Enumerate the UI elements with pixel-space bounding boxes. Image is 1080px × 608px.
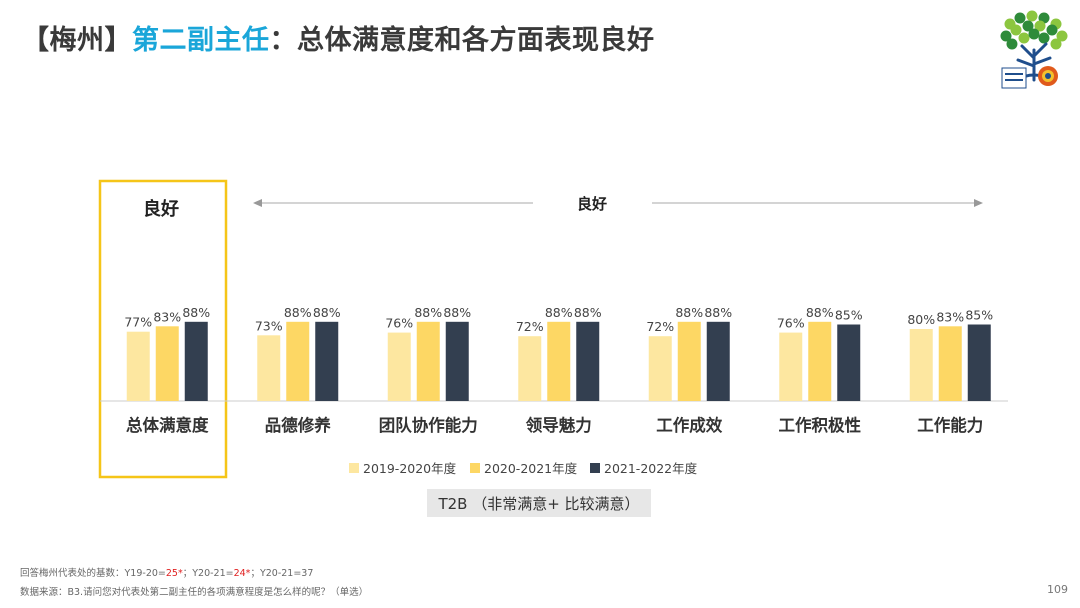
bar-2-3	[416, 321, 440, 401]
legend-label: 2021-2022年度	[604, 461, 698, 476]
bar-2-1	[155, 326, 179, 401]
bar-2-2	[286, 321, 310, 401]
bar-1-1	[126, 331, 150, 401]
page-number: 109	[1047, 583, 1068, 596]
base-y2021: 24*	[233, 568, 251, 579]
data-label: 88%	[414, 305, 442, 320]
data-label: 76%	[777, 316, 805, 331]
data-label: 76%	[385, 316, 413, 331]
legend-label: 2019-2020年度	[363, 461, 457, 476]
bar-3-3	[445, 321, 469, 401]
category-label: 品德修养	[265, 415, 332, 435]
category-label: 团队协作能力	[379, 415, 478, 435]
category-label: 工作成效	[656, 415, 723, 435]
bar-3-4	[576, 321, 600, 401]
bar-1-3	[387, 332, 411, 401]
title-subject: 第二副主任	[132, 25, 270, 56]
legend-swatch	[470, 463, 480, 473]
data-label: 83%	[936, 309, 964, 324]
data-label: 88%	[284, 305, 312, 320]
title-region: 【梅州】	[22, 25, 132, 56]
bar-1-6	[779, 332, 803, 401]
page-title: 【梅州】第二副主任：总体满意度和各方面表现良好	[22, 18, 655, 57]
bar-3-7	[967, 324, 991, 401]
data-label: 88%	[313, 305, 341, 320]
data-label: 88%	[443, 305, 471, 320]
data-label: 77%	[124, 315, 152, 330]
source-footnote: 数据来源：B3.请问您对代表处第二副主任的各项满意程度是怎么样的呢？（单选）	[20, 587, 369, 598]
category-label: 工作积极性	[779, 415, 862, 435]
base-footnote: 回答梅州代表处的基数：Y19-20=25*；Y20-21=24*；Y20-21=…	[20, 565, 313, 579]
bar-2-7	[938, 326, 962, 401]
highlight-box	[98, 179, 228, 479]
legend-swatch	[349, 463, 359, 473]
t2b-label: T2B （非常满意+ 比较满意）	[427, 489, 651, 517]
category-label: 领导魅力	[526, 415, 592, 435]
highlight-label: 良好	[143, 198, 179, 220]
data-label: 88%	[806, 305, 834, 320]
arrow-left-head	[253, 199, 262, 207]
bar-3-1	[184, 321, 208, 401]
data-label: 72%	[516, 319, 544, 334]
data-label: 73%	[255, 318, 283, 333]
data-label: 88%	[704, 305, 732, 320]
data-label: 88%	[545, 305, 573, 320]
bar-2-5	[677, 321, 701, 401]
bar-2-4	[547, 321, 571, 401]
tree-logo-icon	[996, 10, 1072, 90]
data-label: 88%	[574, 305, 602, 320]
base-mid: ；Y20-21=	[182, 568, 234, 579]
bar-3-5	[706, 321, 730, 401]
base-suffix: ；Y20-21=37	[250, 568, 314, 579]
category-label: 总体满意度	[126, 415, 209, 435]
bar-1-5	[648, 336, 672, 401]
range-label: 良好	[577, 195, 607, 213]
legend-swatch	[590, 463, 600, 473]
base-prefix: 回答梅州代表处的基数：Y19-20=	[20, 568, 166, 579]
data-label: 88%	[675, 305, 703, 320]
bar-1-4	[518, 336, 542, 401]
data-label: 85%	[835, 308, 863, 323]
legend-label: 2020-2021年度	[484, 461, 578, 476]
bar-2-6	[808, 321, 832, 401]
bar-3-6	[837, 324, 861, 401]
data-label: 80%	[907, 312, 935, 327]
data-label: 83%	[153, 309, 181, 324]
arrow-right-head	[974, 199, 983, 207]
data-label: 88%	[182, 305, 210, 320]
data-label: 85%	[965, 308, 993, 323]
data-label: 72%	[646, 319, 674, 334]
bar-3-2	[315, 321, 339, 401]
bar-1-7	[909, 329, 933, 401]
category-label: 工作能力	[917, 415, 983, 435]
title-rest: ：总体满意度和各方面表现良好	[269, 25, 655, 56]
base-y1920: 25*	[165, 568, 183, 579]
bar-1-2	[257, 335, 281, 401]
